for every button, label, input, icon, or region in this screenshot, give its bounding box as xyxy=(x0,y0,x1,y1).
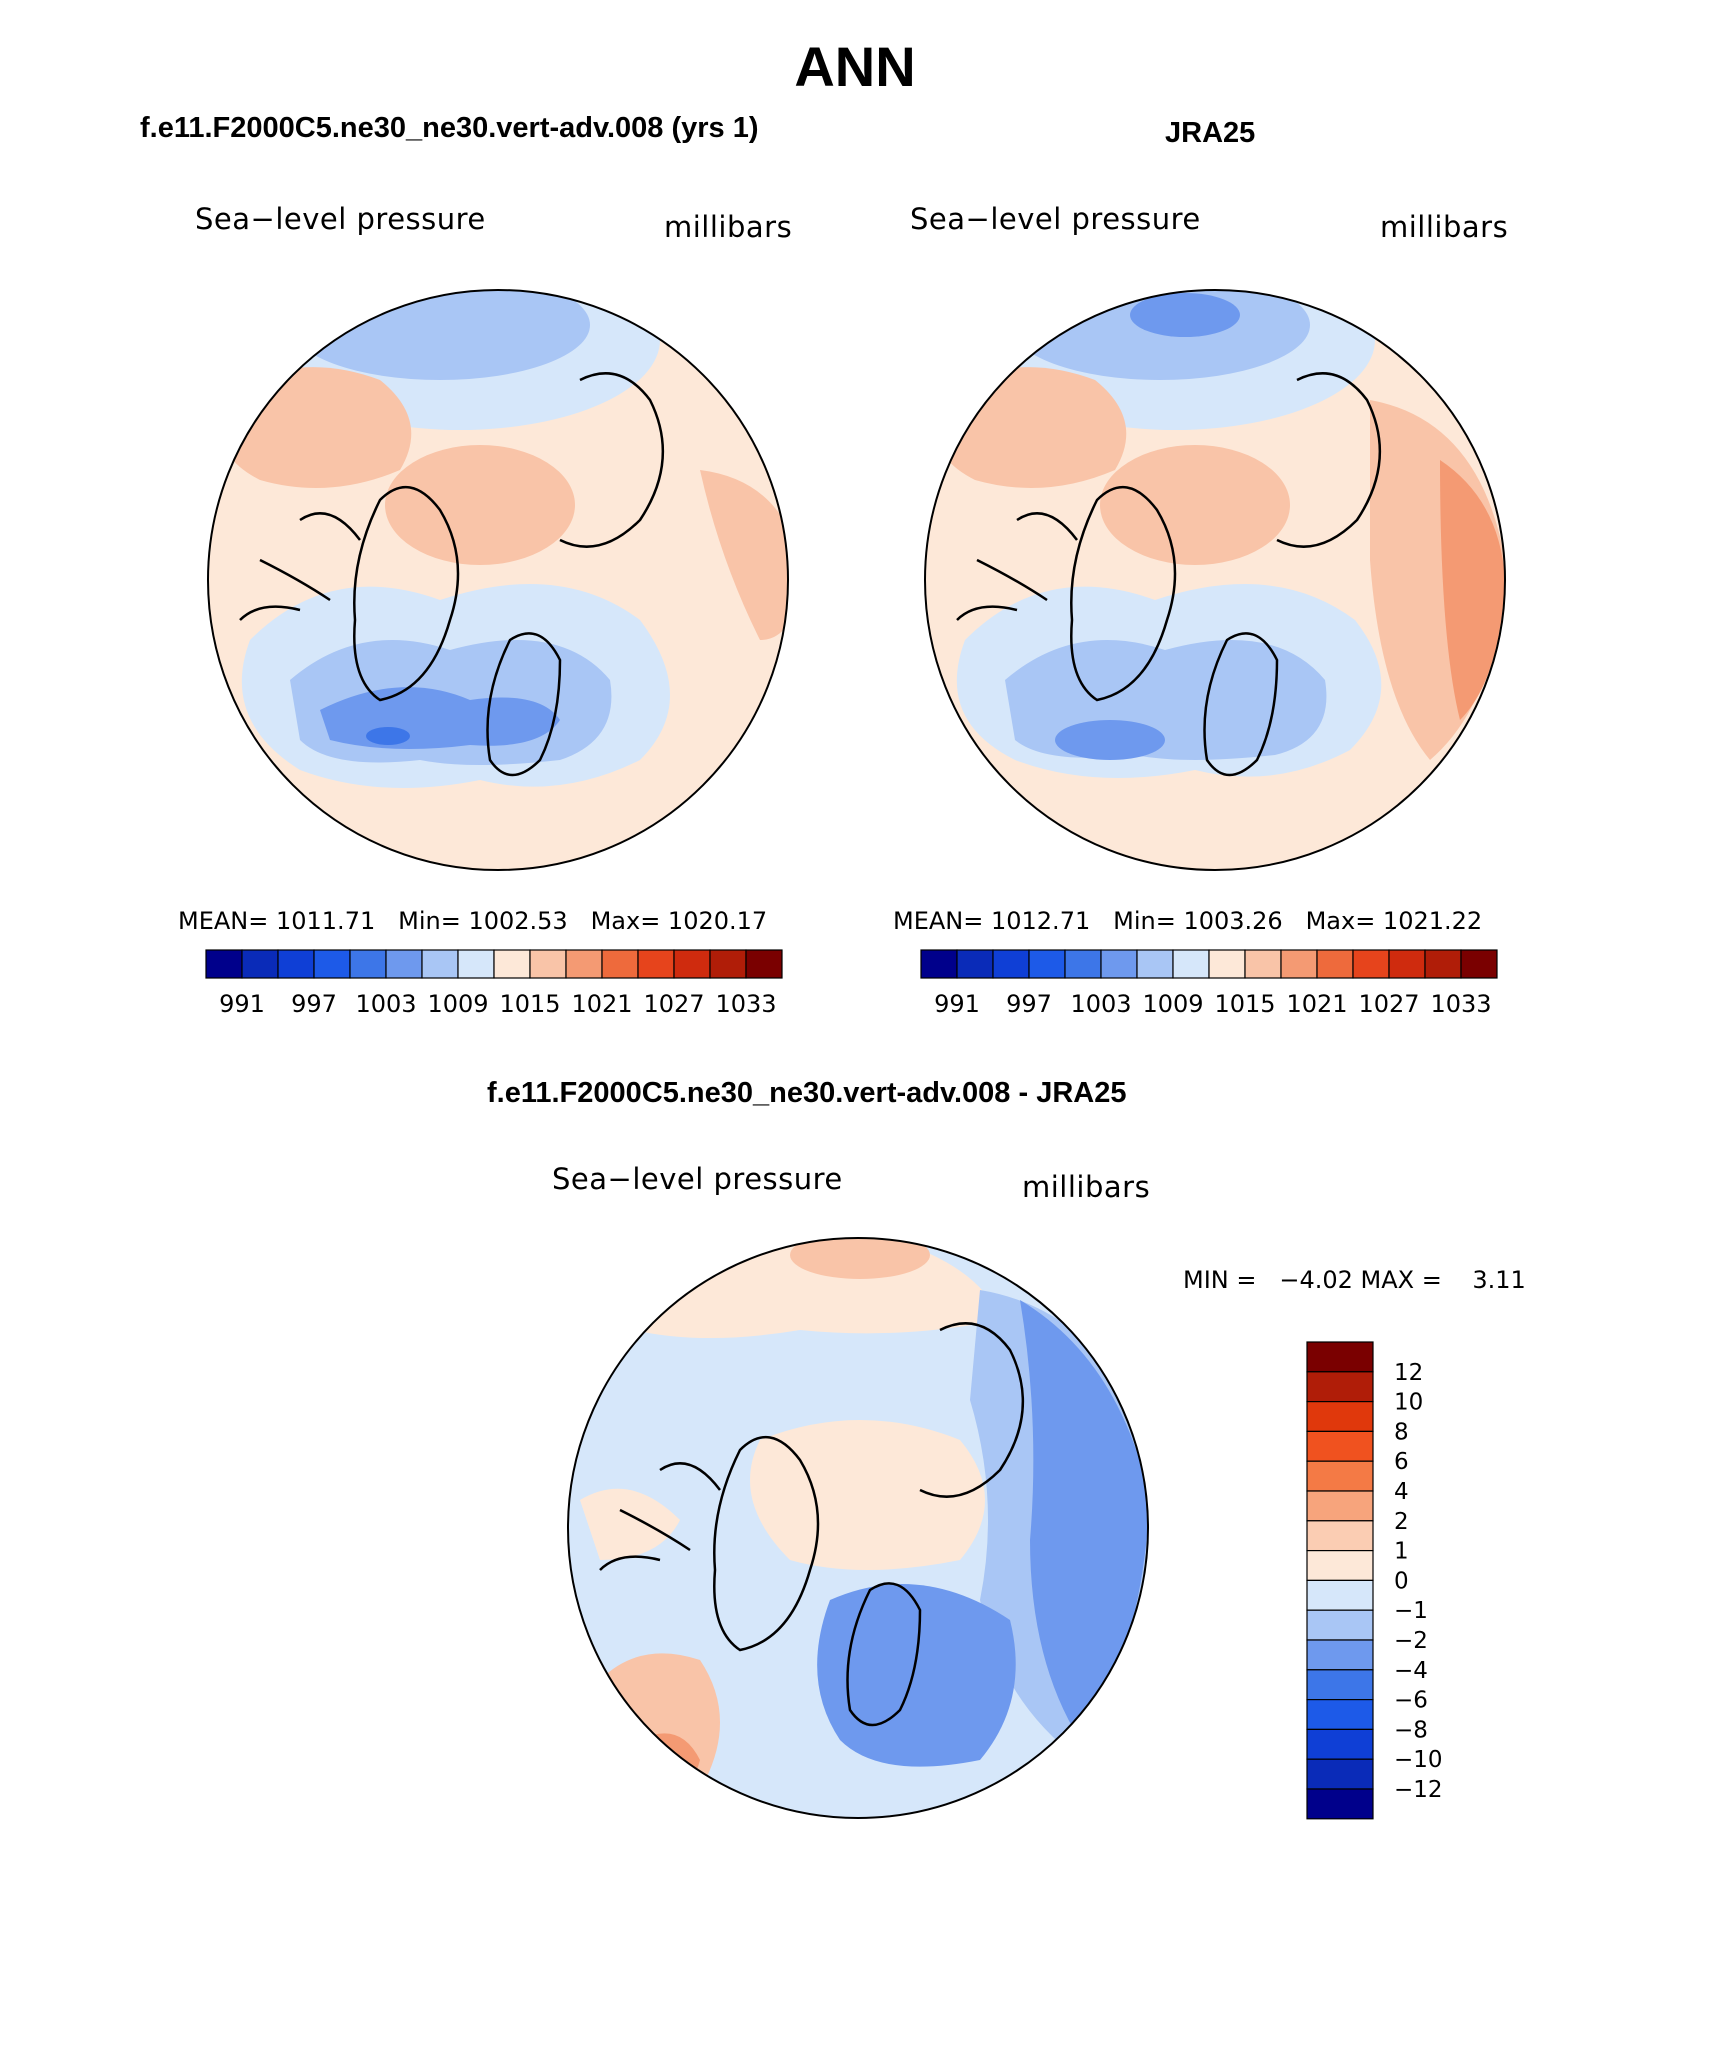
model-map xyxy=(208,290,788,870)
obs-panel-title: JRA25 xyxy=(1165,117,1256,149)
diff-colorbar-box xyxy=(1306,1341,1374,1373)
model-colorbar-label: 1027 xyxy=(643,990,704,1018)
model-colorbar-box xyxy=(493,949,531,979)
diff-colorbar-box xyxy=(1306,1728,1374,1760)
diff-colorbar-box xyxy=(1306,1549,1374,1581)
diff-units-label: millibars xyxy=(1022,1170,1151,1204)
model-units-label: millibars xyxy=(664,210,793,244)
obs-colorbar-label: 1003 xyxy=(1070,990,1131,1018)
diff-colorbar-label: −4 xyxy=(1394,1658,1428,1684)
model-colorbar-label: 1009 xyxy=(427,990,488,1018)
model-colorbar-box xyxy=(637,949,675,979)
obs-colorbar-box xyxy=(1208,949,1246,979)
model-colorbar-box xyxy=(277,949,315,979)
obs-colorbar-box xyxy=(1244,949,1282,979)
obs-variable-label: Sea−level pressure xyxy=(910,202,1201,236)
diff-colorbar-label: 12 xyxy=(1394,1360,1423,1386)
obs-colorbar-box xyxy=(1388,949,1426,979)
obs-colorbar-box xyxy=(992,949,1030,979)
diff-colorbar-label: 1 xyxy=(1394,1539,1409,1565)
figure-title: ANN xyxy=(794,35,916,98)
diff-panel-title: f.e11.F2000C5.ne30_ne30.vert-adv.008 - J… xyxy=(487,1077,1127,1109)
model-stats: MEAN= 1011.71 Min= 1002.53 Max= 1020.17 xyxy=(178,907,768,935)
diff-colorbar-box xyxy=(1306,1371,1374,1403)
model-colorbar-label: 1033 xyxy=(715,990,776,1018)
diff-colorbar-label: −6 xyxy=(1394,1688,1428,1714)
diff-colorbar-label: −8 xyxy=(1394,1717,1428,1743)
obs-colorbar-label: 997 xyxy=(1006,990,1052,1018)
diff-colorbar-label: 6 xyxy=(1394,1449,1409,1475)
diff-colorbar-label: 8 xyxy=(1394,1419,1409,1445)
obs-colorbar-box xyxy=(956,949,994,979)
diff-colorbar-box xyxy=(1306,1788,1374,1820)
diff-colorbar-label: 4 xyxy=(1394,1479,1409,1505)
obs-colorbar-box xyxy=(1100,949,1138,979)
obs-colorbar-box xyxy=(1136,949,1174,979)
obs-colorbar-box xyxy=(1280,949,1318,979)
obs-colorbar-box xyxy=(1424,949,1462,979)
diff-coastlines xyxy=(599,1322,1025,1727)
diff-colorbar-label: −12 xyxy=(1394,1777,1443,1803)
obs-colorbar-box xyxy=(1172,949,1210,979)
diff-variable-label: Sea−level pressure xyxy=(552,1162,843,1196)
obs-stats: MEAN= 1012.71 Min= 1003.26 Max= 1021.22 xyxy=(893,907,1483,935)
model-panel-title: f.e11.F2000C5.ne30_ne30.vert-adv.008 (yr… xyxy=(140,112,759,144)
model-colorbar-box xyxy=(385,949,423,979)
model-colorbar-box xyxy=(601,949,639,979)
obs-colorbar-box xyxy=(1316,949,1354,979)
obs-colorbar-box xyxy=(1028,949,1066,979)
model-colorbar-box xyxy=(421,949,459,979)
obs-colorbar-box xyxy=(1064,949,1102,979)
model-colorbar-box xyxy=(673,949,711,979)
diff-colorbar-label: 2 xyxy=(1394,1509,1409,1535)
model-colorbar-box xyxy=(313,949,351,979)
diff-colorbar-label: 0 xyxy=(1394,1568,1409,1594)
obs-colorbar-label: 1009 xyxy=(1142,990,1203,1018)
obs-units-label: millibars xyxy=(1380,210,1509,244)
diff-colorbar-label: −10 xyxy=(1394,1747,1443,1773)
model-colorbar-label: 1021 xyxy=(571,990,632,1018)
diff-colorbar-box xyxy=(1306,1609,1374,1641)
diff-colorbar-box xyxy=(1306,1639,1374,1671)
diff-stats: MIN = −4.02 MAX = 3.11 xyxy=(1183,1266,1526,1294)
obs-colorbar-label: 1021 xyxy=(1286,990,1347,1018)
obs-colorbar-label: 991 xyxy=(934,990,980,1018)
model-colorbar-box xyxy=(745,949,783,979)
diff-colorbar-box xyxy=(1306,1669,1374,1701)
diff-colorbar-label: 10 xyxy=(1394,1390,1423,1416)
model-colorbar-box xyxy=(241,949,279,979)
obs-colorbar-box xyxy=(920,949,958,979)
model-colorbar-label: 997 xyxy=(291,990,337,1018)
diff-colorbar-label: −2 xyxy=(1394,1628,1428,1654)
obs-coastlines xyxy=(956,372,1382,777)
diff-colorbar-label: −1 xyxy=(1394,1598,1428,1624)
model-variable-label: Sea−level pressure xyxy=(195,202,486,236)
diff-colorbar-box xyxy=(1306,1400,1374,1432)
obs-colorbar-label: 1015 xyxy=(1214,990,1275,1018)
obs-colorbar-box xyxy=(1460,949,1498,979)
diff-colorbar-box xyxy=(1306,1579,1374,1611)
model-colorbar-box xyxy=(457,949,495,979)
model-colorbar-box xyxy=(709,949,747,979)
model-colorbar-label: 1015 xyxy=(499,990,560,1018)
model-colorbar-label: 1003 xyxy=(355,990,416,1018)
diff-colorbar-box xyxy=(1306,1430,1374,1462)
model-colorbar-box xyxy=(529,949,567,979)
diff-map xyxy=(568,1238,1148,1818)
diff-colorbar-box xyxy=(1306,1460,1374,1492)
model-coastlines xyxy=(239,372,665,777)
obs-colorbar-label: 1027 xyxy=(1358,990,1419,1018)
model-colorbar-box xyxy=(349,949,387,979)
model-colorbar-box xyxy=(565,949,603,979)
diff-colorbar-box xyxy=(1306,1520,1374,1552)
diff-colorbar-box xyxy=(1306,1758,1374,1790)
diff-colorbar-box xyxy=(1306,1698,1374,1730)
model-colorbar-label: 991 xyxy=(219,990,265,1018)
obs-colorbar-label: 1033 xyxy=(1430,990,1491,1018)
model-colorbar-box xyxy=(205,949,243,979)
obs-colorbar-box xyxy=(1352,949,1390,979)
diff-colorbar-box xyxy=(1306,1490,1374,1522)
